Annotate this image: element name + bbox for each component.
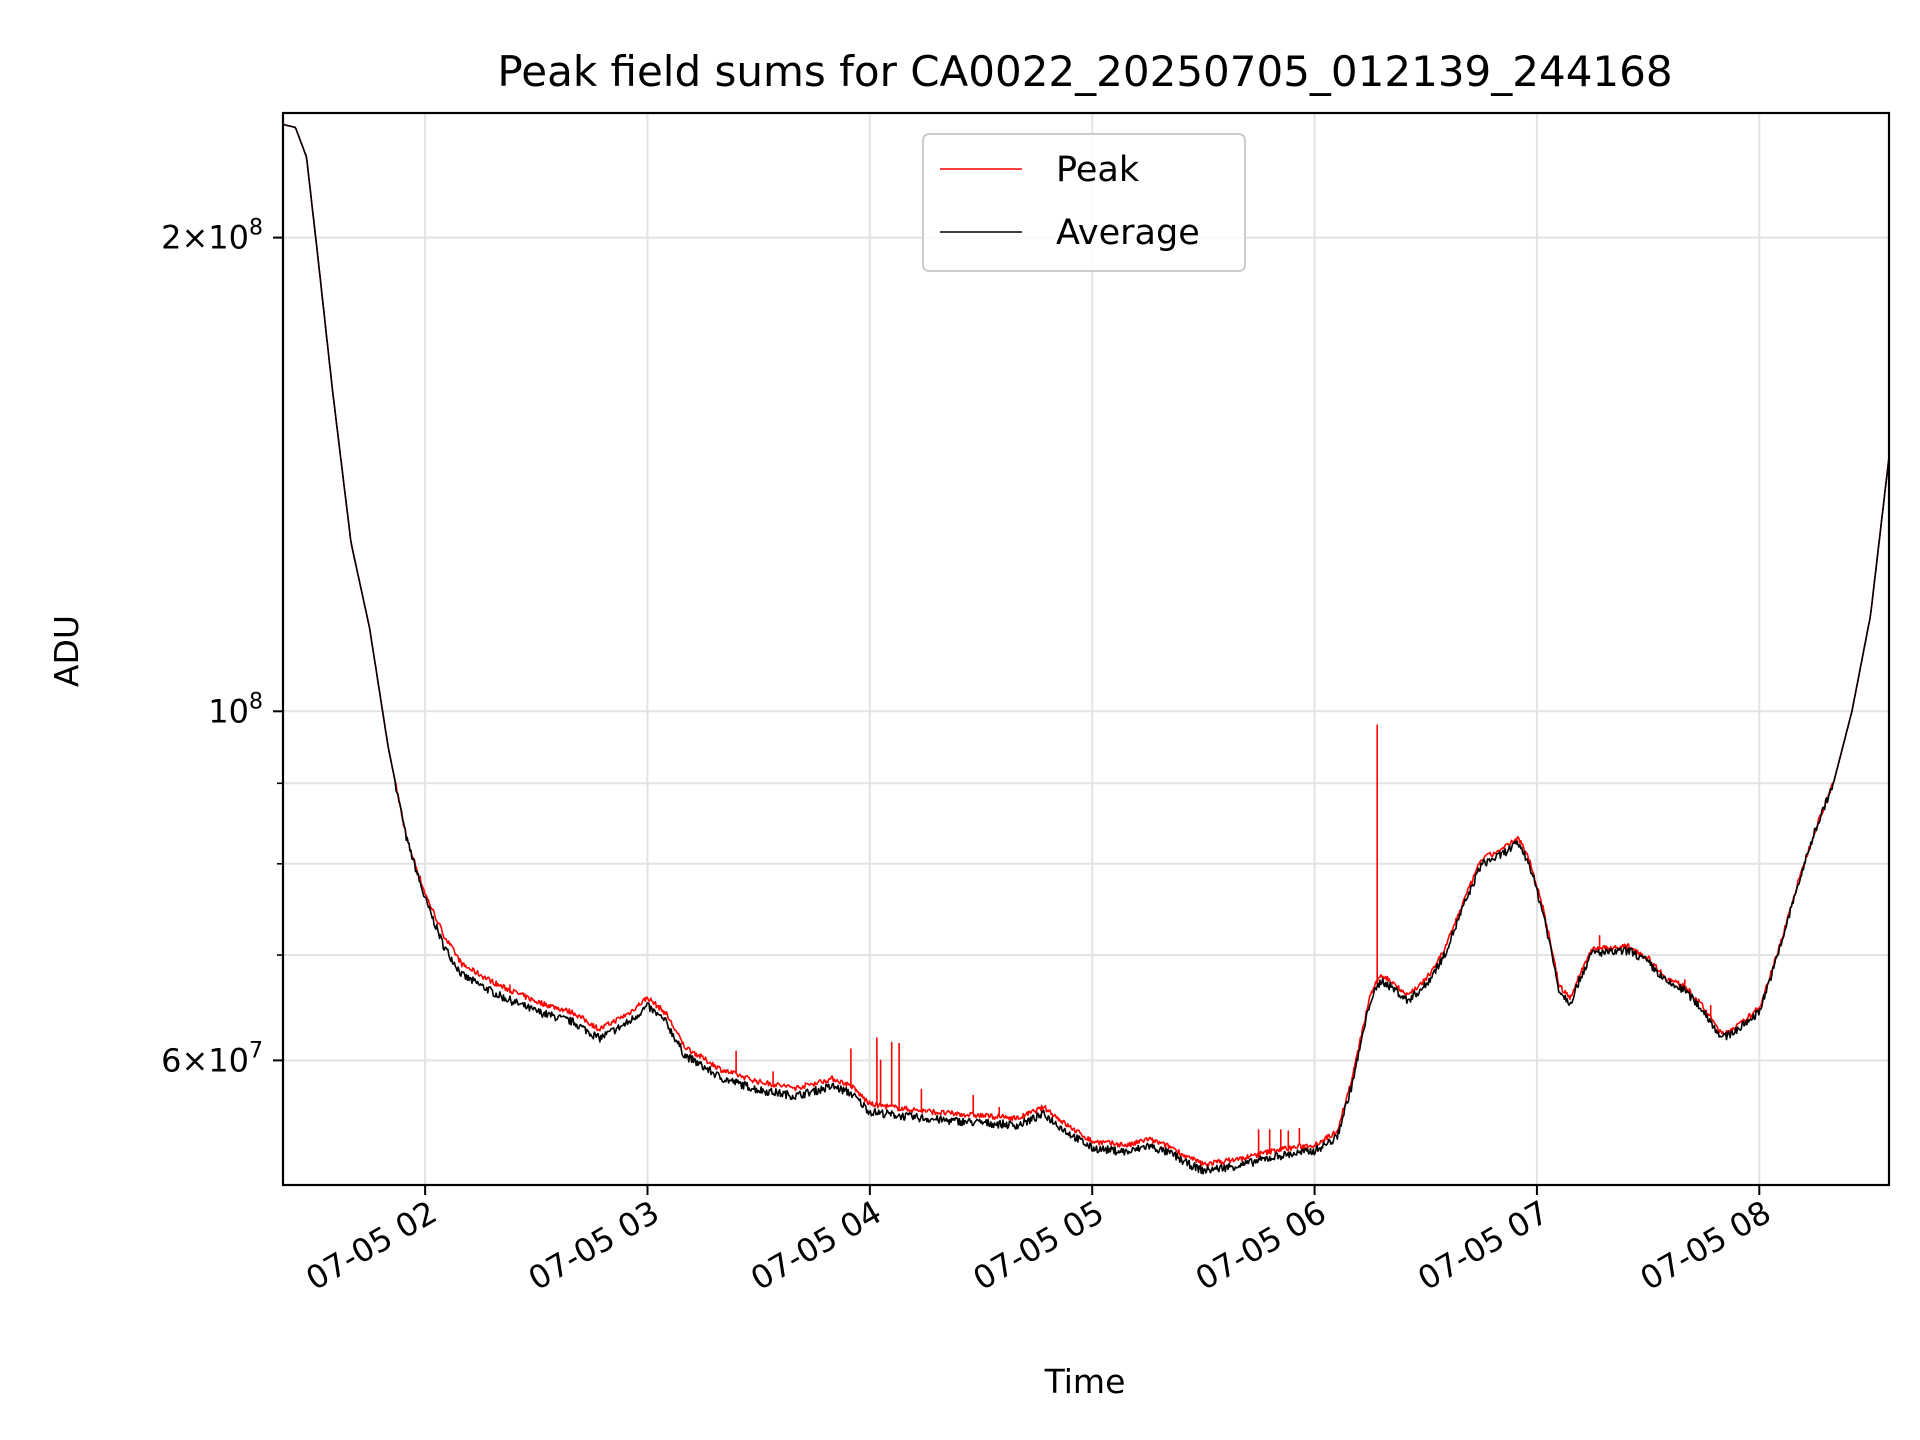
y-tick-label: 2×108 (161, 216, 263, 257)
legend: Peak Average (922, 133, 1246, 272)
plot-frame (281, 111, 1891, 1187)
y-tick-mantissa: 6×10 (161, 1041, 249, 1079)
x-axis-label: Time (1044, 1362, 1126, 1401)
y-tick-mantissa: 2×10 (161, 219, 249, 257)
y-tick-label: 108 (208, 689, 263, 730)
legend-label-peak: Peak (1056, 150, 1140, 190)
chart-title: Peak field sums for CA0022_20250705_0121… (497, 47, 1672, 96)
y-tick-label: 6×107 (161, 1038, 263, 1079)
series-line-average (283, 123, 1889, 1175)
legend-label-average: Average (1056, 213, 1200, 253)
y-tick-base: 10 (208, 692, 249, 730)
y-tick-exponent: 7 (249, 1038, 263, 1063)
y-axis-label: ADU (47, 615, 86, 687)
y-tick-exponent: 8 (249, 216, 263, 241)
y-tick-exponent: 8 (249, 689, 263, 714)
plot-series-area (283, 123, 1889, 1175)
